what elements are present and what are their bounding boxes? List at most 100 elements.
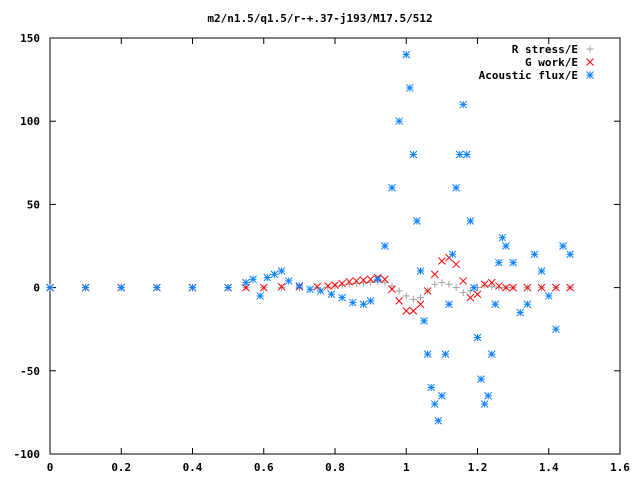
- data-point: [559, 242, 567, 250]
- data-point: [284, 277, 293, 285]
- data-point: [338, 281, 346, 289]
- data-point: [306, 285, 314, 294]
- data-point: [491, 300, 500, 309]
- data-point: [359, 276, 368, 284]
- data-point: [338, 279, 346, 288]
- data-point: [487, 278, 496, 287]
- y-tick-label: -100: [14, 448, 41, 461]
- data-point: [270, 270, 279, 279]
- data-point: [366, 275, 375, 284]
- data-point: [402, 50, 411, 59]
- data-point: [409, 150, 418, 159]
- y-tick-labels: 150 100 50 0 -50 -100: [14, 32, 41, 461]
- x-tick-label: 0.4: [183, 461, 203, 474]
- data-point: [430, 400, 439, 408]
- data-point: [502, 242, 510, 250]
- data-point: [366, 297, 375, 305]
- data-point: [477, 375, 485, 383]
- data-point: [327, 290, 336, 299]
- data-point: [345, 277, 354, 286]
- data-point: [495, 258, 503, 267]
- data-point: [423, 350, 432, 359]
- data-point: [324, 282, 332, 290]
- data-point: [459, 289, 467, 297]
- data-point: [480, 400, 489, 408]
- data-point: [462, 150, 471, 159]
- x-tick-label: 0.8: [325, 461, 345, 474]
- data-point: [348, 298, 357, 307]
- data-point: [381, 275, 389, 284]
- data-point: [537, 267, 546, 275]
- series-3: [46, 50, 574, 425]
- data-point: [395, 117, 403, 126]
- series-layer: [46, 50, 574, 425]
- data-point: [409, 295, 417, 303]
- data-point: [455, 150, 464, 159]
- data-point: [331, 281, 339, 289]
- data-point: [516, 308, 525, 317]
- data-point: [324, 283, 332, 291]
- data-point: [495, 282, 503, 290]
- data-point: [537, 283, 546, 292]
- x-tick-label: 0: [47, 461, 54, 474]
- data-point: [530, 250, 539, 259]
- data-point: [381, 279, 389, 287]
- y-tick-label: 100: [20, 115, 40, 128]
- plot-frame: [49, 37, 621, 455]
- y-tick-label: -50: [20, 365, 40, 378]
- data-point: [445, 300, 453, 309]
- data-point: [256, 292, 265, 300]
- data-point: [441, 350, 450, 359]
- data-point: [445, 280, 453, 288]
- data-point: [224, 283, 232, 292]
- data-point: [359, 300, 368, 309]
- x-tick-label: 0.6: [254, 461, 274, 474]
- x-tick-label: 1.4: [539, 461, 559, 474]
- data-point: [277, 282, 286, 291]
- data-point: [566, 250, 574, 259]
- data-point: [402, 307, 411, 315]
- data-point: [438, 279, 446, 287]
- data-point: [395, 287, 403, 295]
- data-point: [473, 290, 482, 299]
- data-point: [81, 283, 90, 292]
- data-point: [466, 293, 475, 302]
- data-point: [417, 294, 424, 302]
- data-point: [452, 284, 460, 292]
- data-point: [434, 416, 443, 425]
- data-point: [331, 282, 339, 290]
- data-point: [480, 280, 489, 289]
- legend-marker: [586, 71, 594, 79]
- data-point: [552, 283, 560, 292]
- data-point: [46, 283, 54, 292]
- data-point: [430, 270, 439, 279]
- data-point: [509, 283, 517, 292]
- data-point: [278, 284, 286, 292]
- data-point: [295, 282, 304, 290]
- data-point: [388, 285, 396, 294]
- y-tick-label: 150: [20, 32, 40, 45]
- data-point: [481, 281, 489, 289]
- legend-marker: [586, 45, 594, 53]
- data-point: [413, 217, 421, 225]
- x-tick-label: 1.2: [468, 461, 488, 474]
- data-point: [405, 84, 414, 92]
- data-point: [502, 283, 510, 292]
- data-point: [523, 300, 532, 309]
- x-tick-labels: 0 0.2 0.4 0.6 0.8 1 1.2 1.4 1.6: [47, 461, 631, 474]
- data-point: [117, 283, 126, 292]
- y-tick-label: 0: [33, 282, 40, 295]
- data-point: [544, 292, 553, 300]
- data-point: [188, 283, 197, 292]
- data-point: [338, 293, 346, 302]
- data-point: [452, 260, 460, 269]
- data-point: [448, 250, 457, 259]
- data-point: [509, 258, 517, 267]
- legend-label: Acoustic flux/E: [479, 69, 578, 82]
- y-tick-label: 50: [27, 198, 40, 211]
- data-point: [416, 300, 425, 309]
- data-point: [452, 183, 460, 192]
- data-point: [473, 333, 482, 342]
